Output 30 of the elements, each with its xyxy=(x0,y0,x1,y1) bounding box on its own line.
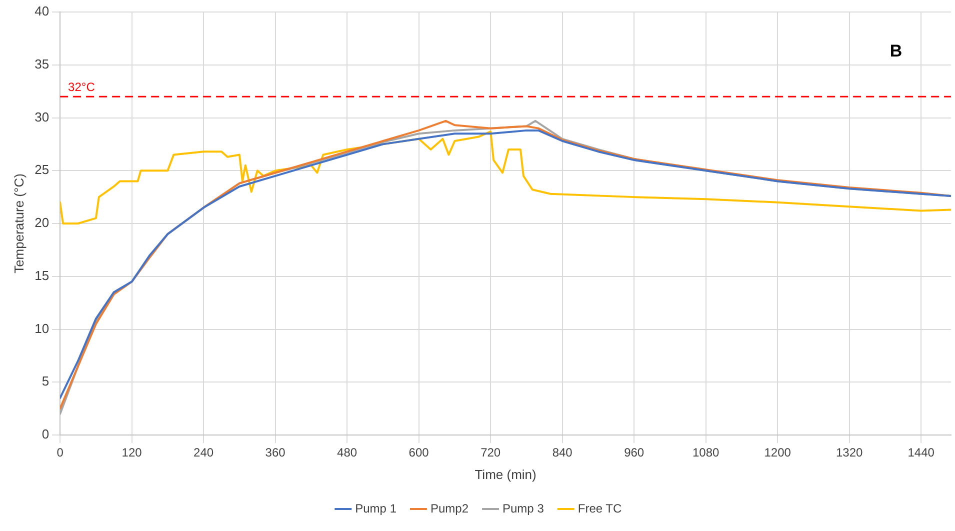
x-tick-label: 840 xyxy=(552,446,573,460)
y-tick-label: 10 xyxy=(34,320,50,336)
x-tick-label: 1080 xyxy=(692,446,720,460)
legend-label: Free TC xyxy=(578,501,622,516)
y-tick-label: 20 xyxy=(34,215,50,230)
x-tick-label: 0 xyxy=(56,446,64,460)
x-tick-label: 1440 xyxy=(908,446,935,460)
x-tick-label: 480 xyxy=(337,446,358,460)
x-tick-label: 1200 xyxy=(764,446,792,460)
ref-line-label: 32°C xyxy=(68,80,96,94)
y-tick-label: 40 xyxy=(34,4,50,19)
x-tick-label: 120 xyxy=(122,446,142,460)
y-tick-label: 5 xyxy=(42,374,50,389)
x-tick-label: 960 xyxy=(624,446,644,460)
legend-label: Pump 3 xyxy=(502,501,544,516)
x-tick-label: 600 xyxy=(408,446,430,460)
y-axis-title: Temperature (°C) xyxy=(11,174,26,274)
x-tick-label: 720 xyxy=(480,446,501,460)
legend-label: Pump 1 xyxy=(355,501,397,516)
y-tick-label: 30 xyxy=(34,109,50,124)
y-tick-label: 35 xyxy=(34,56,50,72)
x-axis-title: Time (min) xyxy=(474,466,536,482)
x-tick-label: 360 xyxy=(265,446,286,460)
x-tick-label: 1320 xyxy=(836,446,864,460)
y-tick-label: 15 xyxy=(34,268,50,283)
legend-label: Pump2 xyxy=(430,501,469,516)
y-tick-label: 0 xyxy=(42,426,50,442)
annotation: B xyxy=(890,42,902,61)
y-tick-label: 25 xyxy=(34,162,50,178)
x-tick-label: 240 xyxy=(194,446,214,460)
